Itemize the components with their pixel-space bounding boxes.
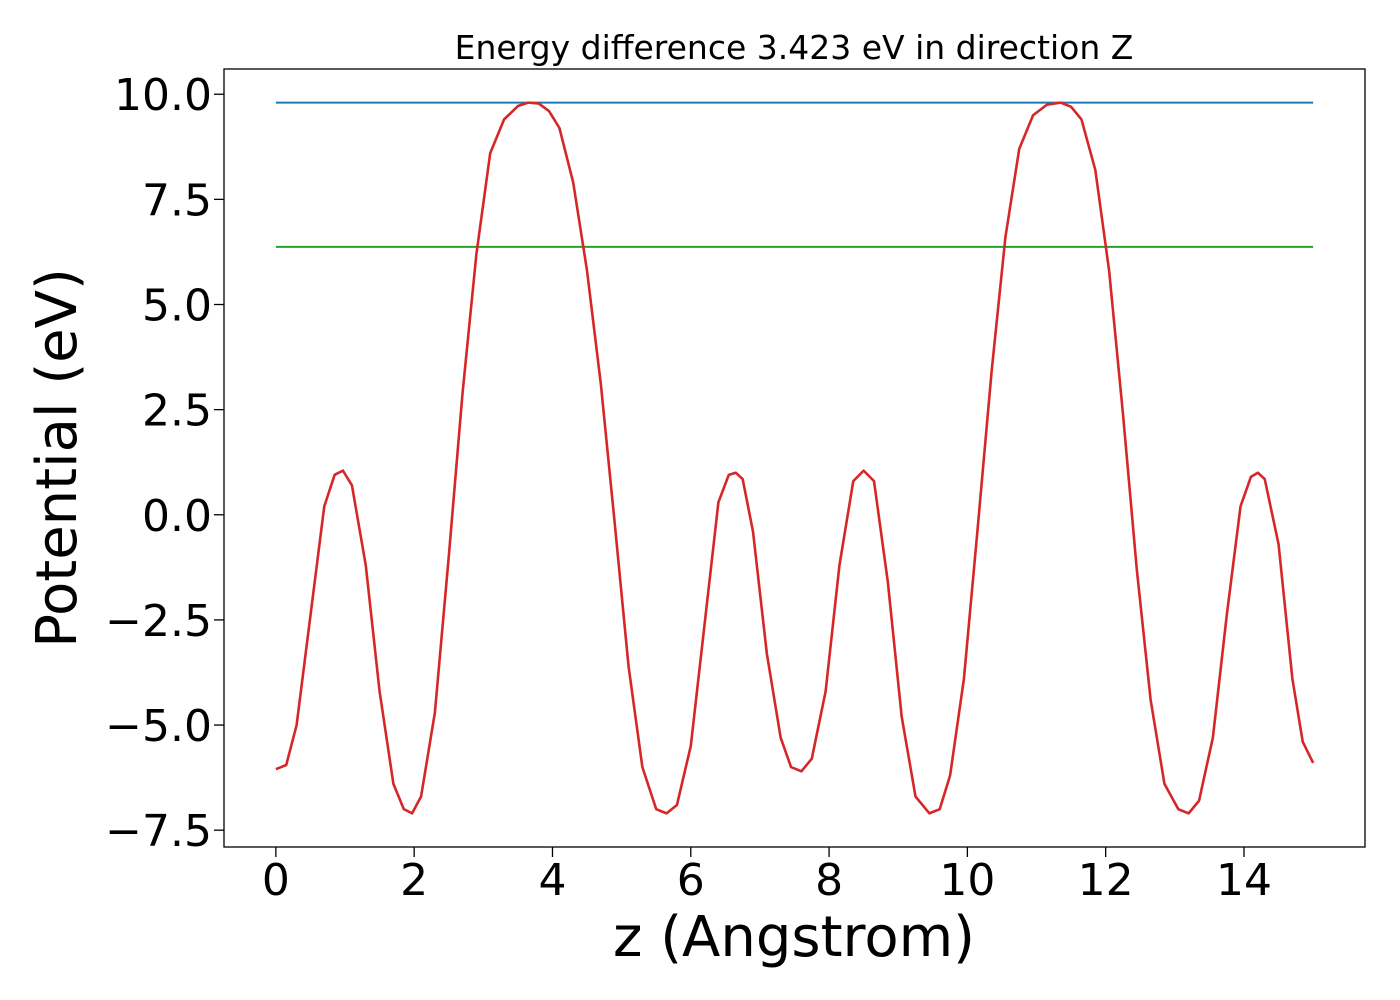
x-tick-label: 0 [262, 855, 290, 906]
x-axis-label: z (Angstrom) [613, 905, 975, 970]
y-tick-label: 5.0 [142, 281, 212, 332]
series-line-3 [275, 101, 1315, 815]
y-axis: 10.0 7.5 5.0 2.5 0.0 −2.5 −5.0 −7.5 [105, 70, 224, 857]
x-tick-label: 6 [677, 855, 705, 906]
chart-title: Energy difference 3.423 eV in direction … [455, 28, 1134, 67]
plot-frame [223, 68, 1366, 848]
x-tick-label: 8 [815, 855, 843, 906]
x-tick-label: 2 [400, 855, 428, 906]
y-tick-label: −5.0 [105, 701, 212, 752]
y-tick-label: 7.5 [142, 175, 212, 226]
y-tick-label: 10.0 [114, 70, 212, 121]
y-tick-label: 0.0 [142, 491, 212, 542]
x-axis: 0 2 4 6 8 10 12 14 [262, 847, 1272, 906]
y-tick-label: −2.5 [105, 596, 212, 647]
x-tick-label: 12 [1078, 855, 1134, 906]
y-tick-label: 2.5 [142, 386, 212, 437]
x-tick-label: 14 [1216, 855, 1272, 906]
x-tick-label: 10 [939, 855, 995, 906]
plot-area [275, 101, 1315, 815]
y-axis-label: Potential (eV) [25, 268, 90, 648]
y-tick-label: −7.5 [105, 806, 212, 857]
x-tick-label: 4 [538, 855, 566, 906]
